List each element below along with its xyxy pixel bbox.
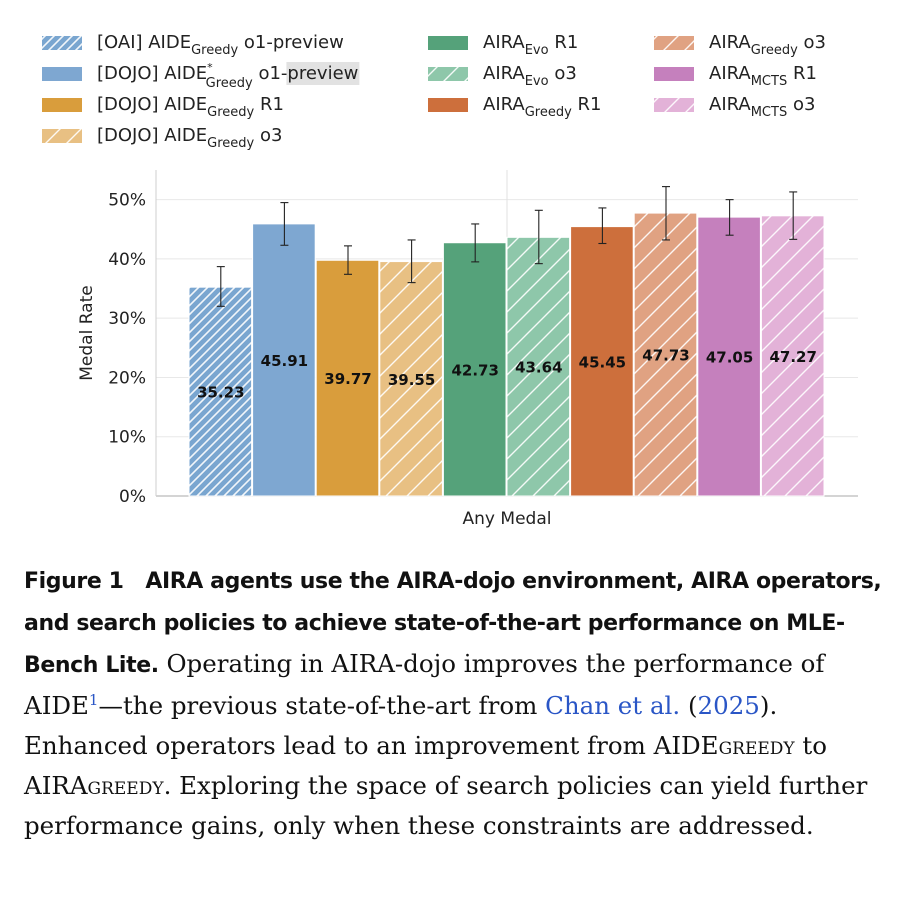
legend-item: AIRAGreedy R1 <box>428 94 601 120</box>
legend-label: AIRAGreedy o3 <box>709 32 826 58</box>
caption-text-2: —the previous state-of-the-art from <box>98 691 546 720</box>
x-axis-label: Any Medal <box>463 509 552 529</box>
bar <box>506 236 571 497</box>
citation-year-link[interactable]: 2025 <box>697 691 760 720</box>
legend-item: AIRAMCTS R1 <box>654 63 817 89</box>
text-highlight <box>286 62 360 85</box>
footnote-link[interactable]: 1 <box>88 690 99 709</box>
caption-text-4: ). Enhanced operators lead to an improve… <box>24 691 778 760</box>
axes: 0% 10% 20% 30% 40% 50% Any Medal Medal Rate <box>77 170 858 529</box>
legend-swatch <box>42 129 82 143</box>
data-label: 35.23 <box>197 384 244 402</box>
legend-label: AIRAMCTS o3 <box>709 94 815 120</box>
legend-label: [OAI] AIDEGreedy o1-preview <box>97 32 344 58</box>
legend-swatch <box>654 67 694 81</box>
figure-label: Figure 1 <box>24 569 124 594</box>
y-tick-label: 10% <box>108 428 146 448</box>
y-axis-label: Medal Rate <box>77 285 97 380</box>
legend-item: [DOJO] AIDE* Greedy o1-preview <box>42 61 360 91</box>
caption-text-1: Operating in AIRA-dojo improves the perf… <box>24 649 825 720</box>
bar <box>697 216 761 497</box>
legend-item: AIRAEvo o3 <box>428 63 577 89</box>
legend-label: [DOJO] AIDEGreedy o3 <box>97 125 282 151</box>
bar <box>188 286 253 497</box>
legend-label: [DOJO] AIDE* Greedy o1-preview <box>97 61 358 91</box>
data-label: 45.45 <box>579 353 626 371</box>
data-label: 43.64 <box>515 359 562 377</box>
citation-author-link[interactable]: Chan et al. <box>545 691 681 720</box>
caption-smallcaps-1: greedy <box>718 731 795 760</box>
data-label: 45.91 <box>261 352 308 370</box>
legend-item: AIRAGreedy o3 <box>654 32 826 58</box>
legend-item: AIRAEvo R1 <box>428 32 578 58</box>
legend-item: [DOJO] AIDEGreedy R1 <box>42 94 284 120</box>
bars <box>188 186 825 497</box>
data-label: 47.73 <box>642 347 689 365</box>
legend-swatch <box>428 67 468 81</box>
figure-caption: Figure 1 AIRA agents use the AIRA-dojo e… <box>24 560 886 846</box>
figure-title: AIRA agents use the AIRA-dojo environmen… <box>24 569 882 678</box>
legend-swatch <box>654 98 694 112</box>
y-tick-label: 50% <box>108 191 146 211</box>
legend: [OAI] AIDEGreedy o1-preview [DOJO] AIDE* G… <box>42 32 826 151</box>
data-label: 39.77 <box>324 370 371 388</box>
bar <box>633 212 698 497</box>
y-tick-label: 40% <box>108 250 146 270</box>
legend-swatch <box>42 67 82 81</box>
y-tick-label: 0% <box>119 487 146 507</box>
legend-swatch <box>654 36 694 50</box>
legend-swatch <box>428 98 468 112</box>
legend-swatch <box>42 36 82 50</box>
data-label: 47.05 <box>706 349 753 367</box>
bar <box>570 226 634 497</box>
bar <box>379 261 443 497</box>
bar <box>315 259 380 497</box>
legend-swatch <box>42 98 82 112</box>
legend-label: AIRAEvo R1 <box>483 32 578 58</box>
legend-item: AIRAMCTS o3 <box>654 94 815 120</box>
legend-label: AIRAEvo o3 <box>483 63 577 89</box>
caption-text-5: to AIRA <box>24 731 828 800</box>
bar <box>252 223 316 497</box>
legend-swatch <box>428 36 468 50</box>
caption-smallcaps-2: greedy <box>87 771 164 800</box>
data-label: 42.73 <box>451 361 498 379</box>
bar <box>442 242 507 497</box>
y-tick-label: 30% <box>108 309 146 329</box>
caption-text-6: . Exploring the space of search policies… <box>24 771 868 840</box>
bar-chart: [OAI] AIDEGreedy o1-preview [DOJO] AIDE* G… <box>42 32 858 529</box>
data-label: 47.27 <box>769 348 816 366</box>
legend-label: [DOJO] AIDEGreedy R1 <box>97 94 284 120</box>
legend-item: [DOJO] AIDEGreedy o3 <box>42 125 282 151</box>
legend-item: [OAI] AIDEGreedy o1-preview <box>42 32 344 58</box>
legend-label: AIRAMCTS R1 <box>709 63 817 89</box>
bar <box>760 215 825 497</box>
data-label: 39.55 <box>388 371 435 389</box>
y-tick-label: 20% <box>108 368 146 388</box>
legend-label: AIRAGreedy R1 <box>483 94 601 120</box>
caption-text-3: ( <box>680 691 698 720</box>
data-labels: 35.23 45.91 39.77 39.55 42.73 43.64 45.45 47.73… <box>197 347 817 402</box>
